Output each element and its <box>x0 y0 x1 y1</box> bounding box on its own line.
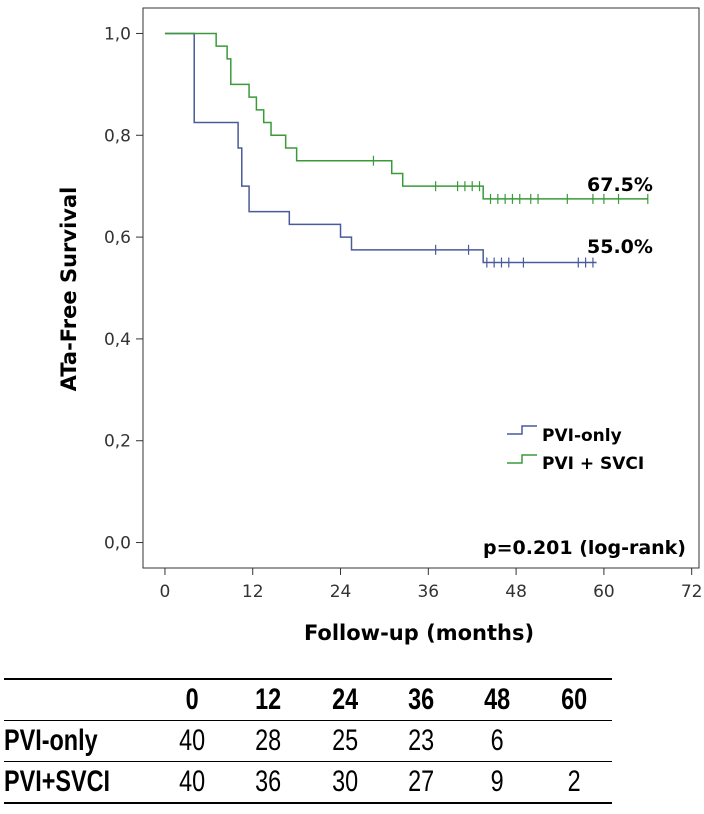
x-tick-label: 24 <box>330 582 352 602</box>
x-tick-label: 0 <box>160 582 171 602</box>
y-tick-label: 0,8 <box>104 126 131 146</box>
y-tick-label: 0,0 <box>104 534 131 554</box>
annotation-pvi-svci-rate: 67.5% <box>587 174 653 196</box>
x-tick-label: 36 <box>417 582 439 602</box>
risk-header-blank <box>20 678 138 721</box>
risk-cell: 25 <box>315 720 375 762</box>
legend-swatch-pvi-only <box>507 425 537 435</box>
risk-cell: 36 <box>238 761 299 804</box>
survival-curve-pvi-svci <box>164 32 648 200</box>
annotation-pvi-only-rate: 55.0% <box>587 236 653 258</box>
risk-cell: 6 <box>467 720 528 762</box>
y-tick-label: 0,6 <box>104 228 131 248</box>
risk-cell: 2 <box>544 761 604 804</box>
y-tick-label: 0,4 <box>104 330 131 350</box>
x-tick-label: 12 <box>242 582 264 602</box>
y-tick-label: 1,0 <box>104 24 131 44</box>
y-tick-label: 0,2 <box>104 432 131 452</box>
legend-label-pvi-svci: PVI + SVCI <box>542 454 644 474</box>
legend-label-pvi-only: PVI-only <box>542 426 622 446</box>
risk-group-label: PVI+SVCI <box>4 761 121 804</box>
risk-row-pvi-svci: PVI+SVCI 40 36 30 27 9 2 <box>4 761 612 804</box>
legend-swatch-pvi-svci <box>507 454 537 464</box>
x-tick-label: 48 <box>505 582 527 602</box>
survival-curve-pvi-only <box>164 32 597 264</box>
survival-curves <box>164 32 649 268</box>
x-tick-label: 72 <box>681 582 703 602</box>
risk-group-label: PVI-only <box>4 720 121 762</box>
y-axis: 1,0 0,8 0,6 0,4 0,2 0,0 <box>104 24 143 554</box>
x-axis-title: Follow-up (months) <box>304 621 534 645</box>
legend: PVI-only PVI + SVCI <box>507 425 644 474</box>
risk-header: 0 <box>162 678 222 721</box>
annotation-p-value: p=0.201 (log-rank) <box>483 537 686 559</box>
plot-frame <box>142 7 700 569</box>
risk-cell: 40 <box>162 761 222 804</box>
risk-header: 36 <box>391 678 451 721</box>
risk-header: 12 <box>238 678 299 721</box>
risk-cell: 23 <box>391 720 451 762</box>
risk-header: 48 <box>467 678 528 721</box>
risk-cell: 9 <box>467 761 528 804</box>
risk-cell: 27 <box>391 761 451 804</box>
risk-row-pvi-only: PVI-only 40 28 25 23 6 <box>4 720 612 762</box>
risk-cell: 30 <box>315 761 375 804</box>
risk-cell: 28 <box>238 720 299 762</box>
numbers-at-risk-table: 0 12 24 36 48 60 PVI-only 40 28 25 23 6 … <box>4 678 612 804</box>
risk-cell: 40 <box>162 720 222 762</box>
x-tick-label: 60 <box>593 582 615 602</box>
risk-header: 60 <box>544 678 604 721</box>
risk-cell <box>544 720 604 762</box>
x-axis: 0 12 24 36 48 60 72 <box>160 568 703 602</box>
km-chart: 1,0 0,8 0,6 0,4 0,2 0,0 0 12 24 36 48 60 72 ATa-Fre… <box>57 7 703 645</box>
risk-header: 24 <box>315 678 375 721</box>
risk-table-header: 0 12 24 36 48 60 <box>4 678 612 721</box>
y-axis-title: ATa-Free Survival <box>57 187 81 392</box>
